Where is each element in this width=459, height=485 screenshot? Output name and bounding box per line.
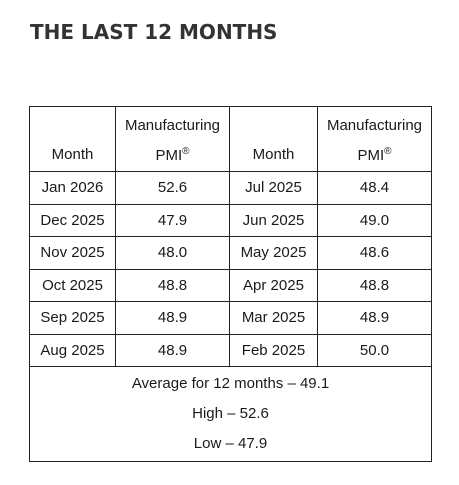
right-month-cell: Feb 2025: [229, 333, 318, 367]
header-pmi-right: Manufacturing PMI®: [317, 106, 432, 172]
low-text: Low – 47.9: [193, 435, 268, 452]
table-row: Nov 2025 48.0 May 2025 48.6: [29, 236, 432, 270]
left-month-cell: Oct 2025: [29, 268, 116, 302]
high-text: High – 52.6: [192, 405, 269, 422]
left-month-cell: Nov 2025: [29, 236, 116, 270]
right-month-cell: Apr 2025: [229, 268, 318, 302]
header-month-label: Month: [252, 146, 295, 163]
left-month-cell: Aug 2025: [29, 333, 116, 367]
header-month-right: Month: [229, 106, 318, 172]
summary-row: Average for 12 months – 49.1 High – 52.6…: [29, 366, 432, 462]
right-month-cell: Jul 2025: [229, 171, 318, 205]
right-month-cell: Jun 2025: [229, 203, 318, 237]
table-header-row: Month Manufacturing PMI® Month Manufactu…: [29, 106, 432, 172]
registered-mark: ®: [182, 146, 190, 157]
right-pmi-cell: 48.8: [317, 268, 432, 302]
right-pmi-cell: 49.0: [317, 203, 432, 237]
left-month-cell: Dec 2025: [29, 203, 116, 237]
page-title: THE LAST 12 MONTHS: [30, 20, 278, 44]
table-row: Dec 2025 47.9 Jun 2025 49.0: [29, 203, 432, 237]
left-pmi-cell: 52.6: [115, 171, 230, 205]
left-pmi-cell: 48.8: [115, 268, 230, 302]
right-pmi-cell: 48.9: [317, 301, 432, 335]
left-pmi-cell: 47.9: [115, 203, 230, 237]
header-pmi-line1: Manufacturing: [326, 117, 423, 134]
header-pmi-line2: PMI®: [116, 141, 229, 171]
left-pmi-cell: 48.9: [115, 333, 230, 367]
left-month-cell: Sep 2025: [29, 301, 116, 335]
right-pmi-cell: 48.6: [317, 236, 432, 270]
table-row: Jan 2026 52.6 Jul 2025 48.4: [29, 171, 432, 205]
right-month-cell: Mar 2025: [229, 301, 318, 335]
table-row: Sep 2025 48.9 Mar 2025 48.9: [29, 301, 432, 335]
pmi-table: Month Manufacturing PMI® Month Manufactu…: [29, 106, 432, 462]
summary-cell: Average for 12 months – 49.1 High – 52.6…: [29, 366, 432, 462]
right-pmi-cell: 48.4: [317, 171, 432, 205]
right-month-cell: May 2025: [229, 236, 318, 270]
header-pmi-line2: PMI®: [318, 141, 431, 171]
header-pmi-text: PMI: [155, 147, 183, 164]
left-pmi-cell: 48.0: [115, 236, 230, 270]
registered-mark: ®: [384, 146, 392, 157]
left-pmi-cell: 48.9: [115, 301, 230, 335]
header-month-label: Month: [51, 146, 94, 163]
table-row: Oct 2025 48.8 Apr 2025 48.8: [29, 268, 432, 302]
right-pmi-cell: 50.0: [317, 333, 432, 367]
header-pmi-line1: Manufacturing: [124, 117, 221, 134]
header-pmi-left: Manufacturing PMI®: [115, 106, 230, 172]
left-month-cell: Jan 2026: [29, 171, 116, 205]
header-pmi-text: PMI: [357, 147, 385, 164]
average-text: Average for 12 months – 49.1: [131, 375, 330, 392]
table-row: Aug 2025 48.9 Feb 2025 50.0: [29, 333, 432, 367]
header-month-left: Month: [29, 106, 116, 172]
